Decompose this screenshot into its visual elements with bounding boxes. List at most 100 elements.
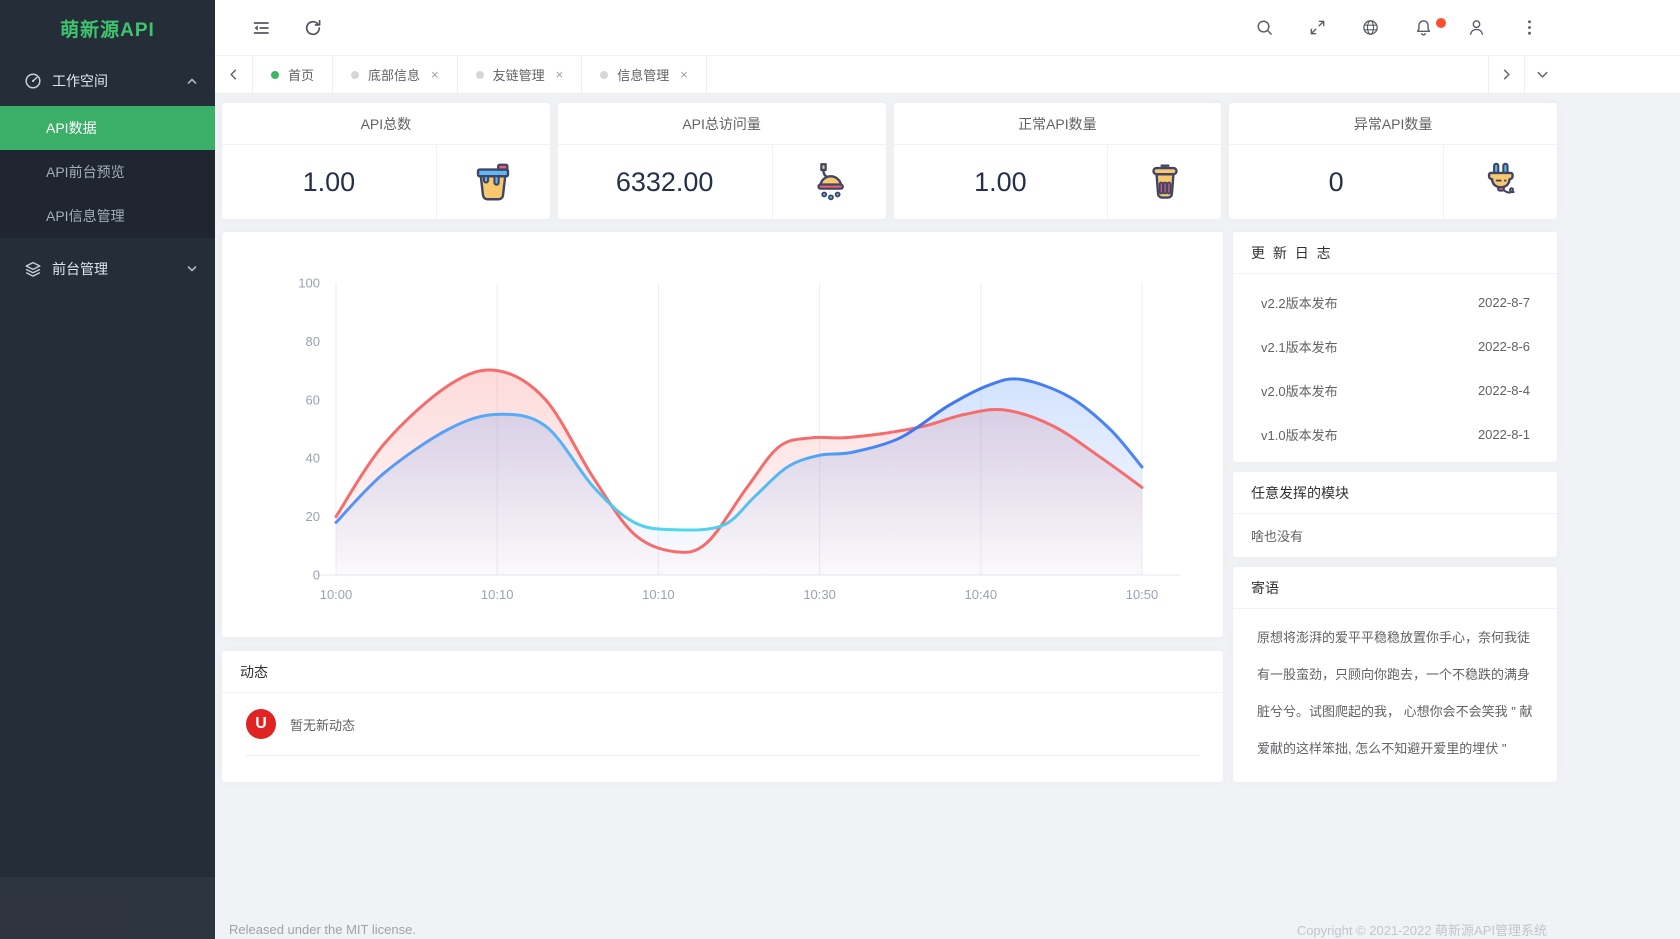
sidebar-item-label: API数据 — [46, 120, 97, 136]
update-log-title: 更 新 日 志 — [1233, 232, 1557, 274]
notification-badge — [1436, 17, 1446, 28]
update-log-list: v2.2版本发布 2022-8-7 v2.1版本发布 2022-8-6 v2.0… — [1233, 274, 1557, 456]
stat-body: 1.00 — [894, 145, 1222, 219]
copyright-text: Copyright © 2021-2022 萌新源API管理系统 — [1296, 923, 1547, 938]
close-icon[interactable]: × — [680, 67, 688, 82]
sidebar-item-api-info[interactable]: API信息管理 — [0, 194, 215, 238]
tab-actions — [1488, 56, 1560, 93]
stat-card-api-total: API总数 1.00 — [222, 103, 550, 219]
tabs-menu-icon[interactable] — [1524, 56, 1560, 93]
stat-card-api-error: 异常API数量 0 — [1229, 103, 1557, 219]
tabs-scroll-left-icon[interactable] — [215, 56, 253, 93]
sidebar-item-api-data[interactable]: API数据 — [0, 106, 215, 150]
log-name: v2.2版本发布 — [1261, 295, 1338, 311]
svg-text:80: 80 — [306, 334, 320, 349]
log-date: 2022-8-1 — [1477, 426, 1530, 442]
app-logo: 萌新源API — [60, 19, 155, 41]
collapse-sidebar-icon[interactable] — [251, 18, 271, 38]
sidebar-item-label: API信息管理 — [46, 208, 125, 224]
close-icon[interactable]: × — [431, 67, 439, 82]
tab-status-dot — [351, 70, 360, 79]
fullscreen-icon[interactable] — [1308, 18, 1328, 38]
brand-logo-icon: U — [246, 709, 276, 739]
svg-text:10:10: 10:10 — [481, 587, 514, 602]
stat-card-api-normal: 正常API数量 1.00 — [893, 103, 1222, 219]
close-icon[interactable]: × — [555, 67, 564, 82]
stat-body: 1.00 — [222, 145, 550, 219]
sidebar-item-api-preview[interactable]: API前台预览 — [0, 150, 215, 194]
log-name: v1.0版本发布 — [1261, 427, 1338, 443]
user-icon[interactable] — [1467, 18, 1487, 38]
log-date: 2022-8-6 — [1477, 338, 1530, 354]
list-item: v2.1版本发布 2022-8-6 — [1233, 324, 1557, 368]
notifications-bell-icon[interactable] — [1414, 17, 1446, 38]
svg-text:10:10: 10:10 — [642, 587, 675, 602]
chevron-down-icon — [185, 262, 199, 276]
paint-bucket-icon — [435, 145, 550, 219]
message-title: 寄语 — [1233, 567, 1557, 609]
main-area: 首页 底部信息 × 友链管理 × 信息管理 × — [215, 0, 1680, 939]
sidebar-item-label: 工作空间 — [52, 73, 108, 89]
list-item: v2.2版本发布 2022-8-7 — [1233, 280, 1557, 324]
sidebar-submenu: API数据 API前台预览 API信息管理 — [0, 106, 215, 238]
tabs-scroll-right-icon[interactable] — [1488, 56, 1524, 93]
tabbar: 首页 底部信息 × 友链管理 × 信息管理 × — [215, 56, 1680, 94]
sidebar-item-frontend[interactable]: 前台管理 — [0, 244, 215, 294]
list-item: v1.0版本发布 2022-8-1 — [1233, 412, 1557, 456]
message-card: 寄语 原想将澎湃的爱平平稳稳放置你手心，奈何我徒有一股蛮劲，只顾向你跑去，一个不… — [1233, 567, 1557, 782]
activity-card: 动态 U 暂无新动态 — [222, 651, 1223, 782]
sidebar-item-label: API前台预览 — [46, 164, 125, 180]
search-icon[interactable] — [1255, 18, 1275, 38]
chevron-up-icon — [185, 74, 199, 88]
svg-text:10:30: 10:30 — [803, 587, 836, 602]
tab-label: 友链管理 — [492, 68, 545, 83]
tab-label: 底部信息 — [368, 68, 421, 83]
right-column: 更 新 日 志 v2.2版本发布 2022-8-7 v2.1版本发布 2022-… — [1233, 232, 1557, 782]
license-text: Released under the MIT license. — [229, 922, 416, 937]
sidebar: 萌新源API 工作空间 API数据 API前台预览 API信息管理 前台管理 — [0, 0, 215, 939]
activity-empty-row: U 暂无新动态 — [246, 693, 1199, 756]
layers-icon — [24, 260, 42, 278]
stat-title: 正常API数量 — [893, 103, 1222, 145]
tab-links-manage[interactable]: 友链管理 × — [458, 56, 583, 93]
main-row: 0 20 40 60 80 100 10:00 10:10 10:10 10:30 10:40 10:… — [222, 232, 1557, 782]
topbar — [215, 0, 1680, 56]
sidebar-item-workspace[interactable]: 工作空间 — [0, 56, 215, 106]
svg-text:10:50: 10:50 — [1126, 587, 1159, 602]
api-chart-card: 0 20 40 60 80 100 10:00 10:10 10:10 10:30 10:40 10:… — [222, 232, 1223, 637]
refresh-icon[interactable] — [303, 18, 323, 38]
free-module-content: 啥也没有 — [1251, 528, 1304, 544]
update-log-card: 更 新 日 志 v2.2版本发布 2022-8-7 v2.1版本发布 2022-… — [1233, 232, 1557, 462]
tab-footer-info[interactable]: 底部信息 × — [333, 56, 458, 93]
stat-body: 6332.00 — [558, 145, 886, 219]
globe-icon[interactable] — [1361, 18, 1381, 38]
dashboard-icon — [24, 72, 42, 90]
svg-text:100: 100 — [298, 276, 320, 291]
free-module-title: 任意发挥的模块 — [1233, 472, 1557, 514]
more-options-icon[interactable] — [1520, 18, 1540, 38]
stat-value: 1.00 — [974, 166, 1027, 197]
stat-title: API总访问量 — [557, 103, 886, 145]
sidebar-item-label: 前台管理 — [52, 261, 108, 277]
log-date: 2022-8-7 — [1477, 294, 1530, 310]
stat-value: 0 — [1328, 166, 1344, 197]
activity-title: 动态 — [222, 651, 1223, 693]
tab-status-dot — [600, 70, 609, 79]
sidebar-footer[interactable] — [0, 877, 215, 939]
stats-row: API总数 1.00 API总访问量 6332.00 正 — [222, 103, 1557, 219]
stat-card-api-visits: API总访问量 6332.00 — [557, 103, 886, 219]
tab-status-dot — [271, 70, 279, 79]
stat-title: 异常API数量 — [1229, 103, 1557, 145]
stat-value: 1.00 — [302, 166, 356, 197]
tab-info-manage[interactable]: 信息管理 × — [582, 56, 707, 93]
api-line-chart: 0 20 40 60 80 100 10:00 10:10 10:10 10:30 10:40 10:… — [298, 276, 1180, 602]
svg-text:40: 40 — [306, 451, 320, 466]
plug-icon — [1443, 145, 1557, 219]
stat-body: 0 — [1229, 145, 1557, 219]
svg-text:60: 60 — [306, 392, 320, 407]
log-name: v2.1版本发布 — [1261, 339, 1338, 355]
stat-value: 6332.00 — [615, 166, 714, 197]
tab-label: 首页 — [288, 68, 315, 83]
tab-home[interactable]: 首页 — [253, 56, 334, 93]
list-item: v2.0版本发布 2022-8-4 — [1233, 368, 1557, 412]
